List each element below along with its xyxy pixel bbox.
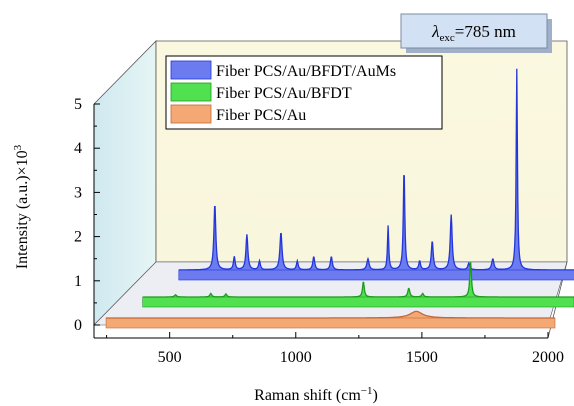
series-slab	[178, 269, 574, 281]
x-tick-label: 500	[158, 349, 182, 366]
y-tick-label: 2	[74, 229, 82, 246]
y-axis-title: Intensity (a.u.)×103	[12, 144, 31, 269]
series-layer	[105, 68, 574, 329]
legend-swatch	[170, 104, 212, 124]
x-axis-title: Raman shift (cm−1)	[254, 385, 378, 404]
series-ribbon	[105, 310, 556, 329]
y-tick-label: 4	[74, 140, 82, 157]
y-tick-label: 3	[74, 184, 82, 201]
legend-frame	[165, 55, 443, 130]
y-axis-ticks: 0 1 2 3 4 5	[74, 96, 100, 334]
legend-swatch	[170, 60, 212, 80]
y-tick-label: 5	[74, 96, 82, 113]
x-tick-label: 1000	[280, 349, 312, 366]
x-tick-label: 1500	[406, 349, 438, 366]
series-ribbon	[178, 68, 574, 281]
badge-box	[400, 13, 548, 49]
series-slab	[105, 317, 556, 329]
badge-label: λexc=785 nm	[431, 22, 516, 44]
excitation-wavelength-badge: λexc=785 nm	[400, 13, 552, 53]
legend-label: Fiber PCS/Au/BFDT	[216, 85, 352, 102]
series-ribbon	[142, 261, 574, 308]
series-line	[142, 261, 574, 298]
legend: Fiber PCS/Au/BFDT/AuMs Fiber PCS/Au/BFDT F…	[165, 55, 443, 130]
y-tick-label: 0	[74, 317, 82, 334]
x-axis-ticks: 500 1000 1500 2000	[106, 332, 564, 366]
legend-label: Fiber PCS/Au	[216, 107, 306, 124]
legend-swatch	[170, 82, 212, 102]
legend-label: Fiber PCS/Au/BFDT/AuMs	[216, 63, 396, 80]
x-tick-label: 2000	[532, 349, 564, 366]
series-slab	[142, 296, 574, 308]
y-tick-label: 1	[74, 273, 82, 290]
series-line	[106, 310, 555, 319]
series-line	[178, 68, 574, 271]
